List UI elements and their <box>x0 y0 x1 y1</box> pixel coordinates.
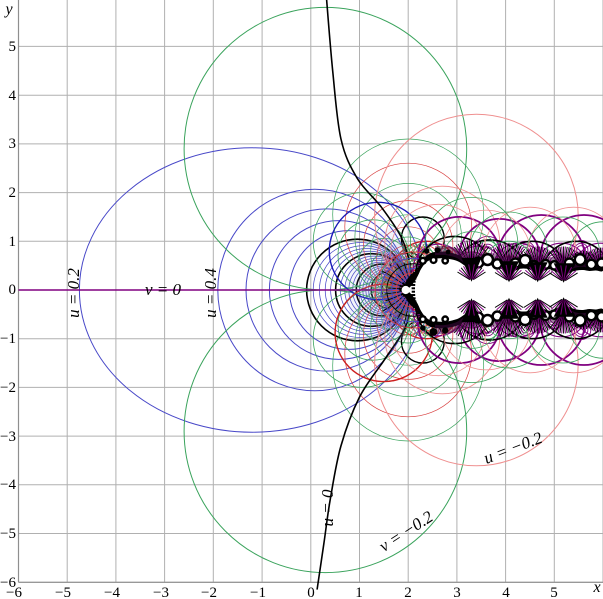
svg-text:3: 3 <box>453 585 461 599</box>
svg-text:−5: −5 <box>0 526 16 542</box>
svg-text:u = 0.4: u = 0.4 <box>201 268 220 318</box>
svg-text:−3: −3 <box>0 429 16 445</box>
svg-text:−4: −4 <box>0 477 16 493</box>
svg-text:2: 2 <box>9 185 17 201</box>
svg-text:5: 5 <box>9 39 17 55</box>
svg-text:4: 4 <box>502 585 510 599</box>
svg-text:−6: −6 <box>6 585 22 599</box>
svg-text:3: 3 <box>9 136 17 152</box>
svg-text:u = 0: u = 0 <box>318 489 337 526</box>
svg-text:2: 2 <box>404 585 412 599</box>
svg-text:v = 0: v = 0 <box>145 280 182 299</box>
svg-text:x: x <box>592 579 600 596</box>
svg-text:−1: −1 <box>250 585 266 599</box>
svg-text:0: 0 <box>9 282 17 298</box>
svg-text:0: 0 <box>307 585 315 599</box>
svg-text:5: 5 <box>550 585 558 599</box>
svg-text:u = 0.2: u = 0.2 <box>64 268 83 318</box>
svg-text:−1: −1 <box>0 331 16 347</box>
svg-text:4: 4 <box>9 88 17 104</box>
svg-text:−2: −2 <box>201 585 217 599</box>
svg-text:−2: −2 <box>0 380 16 396</box>
svg-text:1: 1 <box>9 234 17 250</box>
svg-text:−4: −4 <box>104 585 120 599</box>
svg-text:1: 1 <box>355 585 363 599</box>
svg-text:−3: −3 <box>153 585 169 599</box>
svg-text:−5: −5 <box>55 585 71 599</box>
svg-text:−6: −6 <box>0 575 16 591</box>
svg-text:y: y <box>3 1 13 18</box>
